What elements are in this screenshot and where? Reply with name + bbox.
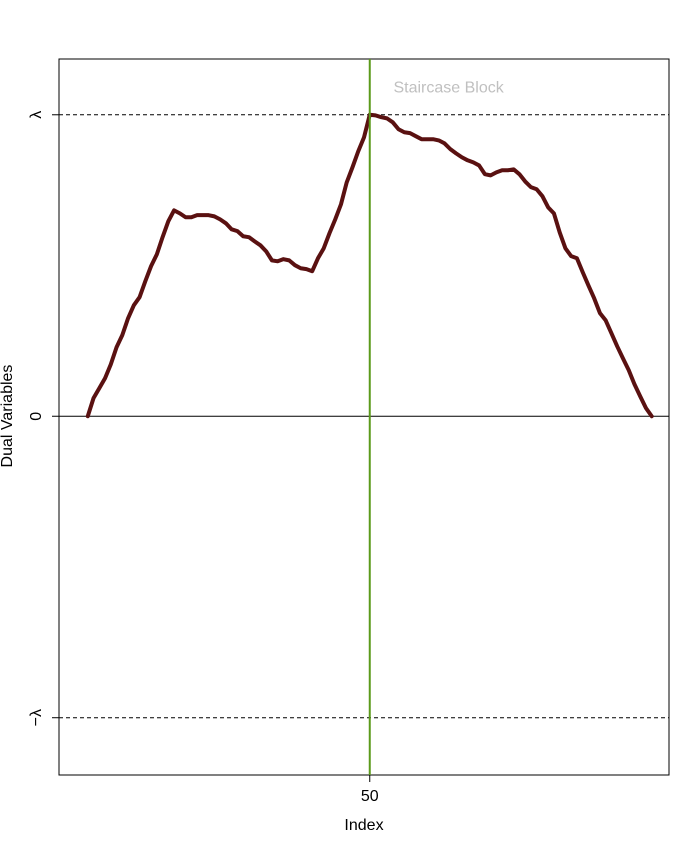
plot-frame bbox=[58, 58, 670, 776]
x-axis-label: Index bbox=[344, 817, 383, 834]
annotation: Staircase Block bbox=[393, 79, 504, 96]
y-tick-label: λ bbox=[28, 111, 45, 119]
y-axis-label: Dual Variables bbox=[0, 365, 16, 468]
y-tick-label: −λ bbox=[28, 709, 45, 726]
y-tick-label: 0 bbox=[28, 412, 45, 421]
x-tick-label: 50 bbox=[361, 788, 379, 805]
